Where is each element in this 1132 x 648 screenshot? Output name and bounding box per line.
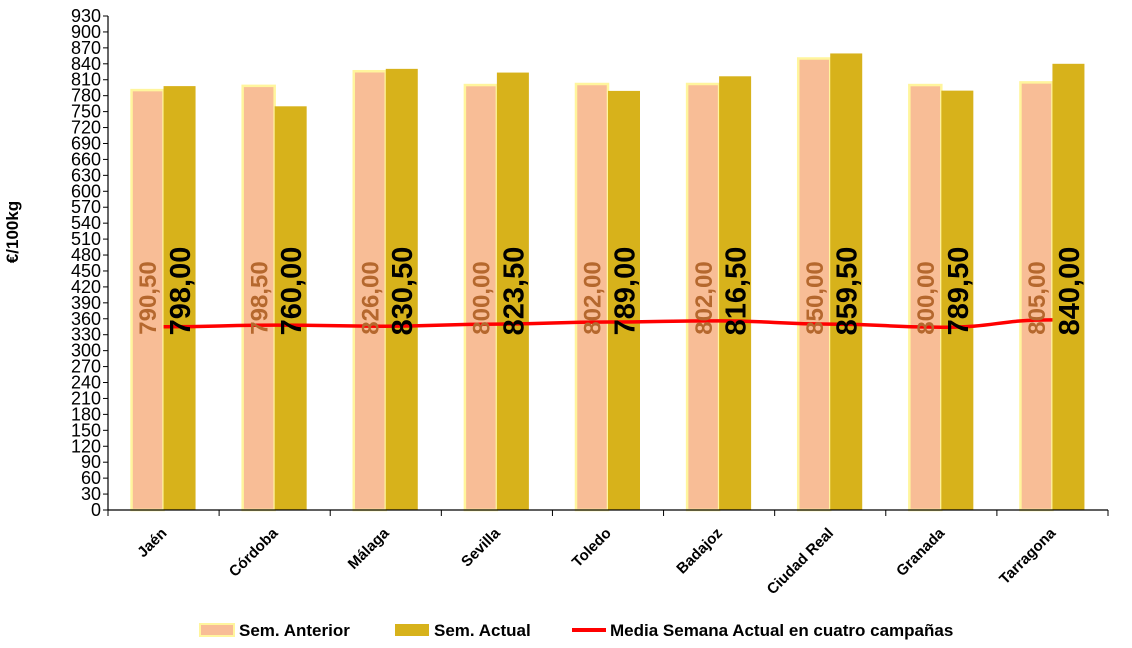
x-category-label: Jaén [134,525,170,561]
bar-sem-actual [496,72,529,510]
y-tick-label: 840 [71,54,101,74]
bar-sem-actual [608,90,640,510]
bar-value-label: 826,00 [357,261,384,334]
y-tick-label: 810 [71,70,101,90]
bar-sem-actual [163,86,196,511]
average-line-layer [163,318,1053,330]
y-tick-label: 450 [71,261,101,281]
y-tick-label: 30 [81,484,101,504]
bar-value-label: 850,00 [802,261,829,334]
y-tick-label: 60 [81,468,101,488]
legend-label-media: Media Semana Actual en cuatro campañas [610,621,953,640]
y-tick-label: 240 [71,373,101,393]
bar-value-label: 798,50 [246,261,273,334]
y-tick-label: 180 [71,404,101,424]
bar-sem-actual [719,76,752,510]
bar-sem-actual [385,68,418,510]
bar-value-label: 800,00 [469,261,496,334]
y-tick-label: 90 [81,452,101,472]
y-tick-label: 480 [71,245,101,265]
bar-value-label: 802,00 [691,261,718,334]
x-category-label: Badajoz [673,525,726,578]
bar-sem-anterior [241,84,276,512]
legend-label-sem-anterior: Sem. Anterior [239,621,350,640]
bar-value-label: 840,00 [1054,247,1086,336]
bar-value-label: 859,50 [832,247,864,336]
bar-value-label: 830,50 [387,247,419,336]
y-tick-label: 690 [71,133,101,153]
bar-sem-actual [830,53,863,510]
bar-value-label: 798,00 [165,247,197,336]
y-tick-label: 660 [71,149,101,169]
bar-value-label: 790,50 [135,261,162,334]
x-category-label: Granada [893,524,949,580]
y-tick-label: 210 [71,388,101,408]
bar-value-label: 805,00 [1024,261,1051,334]
y-tick-label: 420 [71,277,101,297]
y-tick-label: 900 [71,22,101,42]
y-tick-label: 720 [71,118,101,138]
y-tick-label: 510 [71,229,101,249]
y-axis-ticks: 0306090120150180210240270300330360390420… [71,6,108,520]
y-axis-title-group: €/100kg [3,201,22,263]
bar-value-label: 802,00 [580,261,607,334]
bar-value-label: 760,00 [276,247,308,336]
bars-layer [130,53,1085,512]
x-category-label: Toledo [569,525,615,571]
y-tick-label: 120 [71,436,101,456]
y-tick-label: 360 [71,309,101,329]
y-tick-label: 570 [71,197,101,217]
y-tick-label: 780 [71,86,101,106]
legend: Sem. Anterior Sem. Actual Media Semana Act… [199,621,953,640]
bar-value-label: 800,00 [913,261,940,334]
x-category-label: Sevilla [458,524,504,570]
bar-sem-anterior [352,69,388,512]
legend-swatch-sem-anterior [199,623,235,637]
average-line [163,318,1053,330]
y-axis-title: €/100kg [3,201,22,263]
y-tick-label: 270 [71,357,101,377]
y-tick-label: 600 [71,181,101,201]
y-tick-label: 330 [71,325,101,345]
bar-value-label: 789,00 [609,247,641,336]
bar-sem-actual [941,90,974,511]
y-tick-label: 300 [71,341,101,361]
legend-swatch-sem-actual [395,624,429,636]
bar-sem-actual [274,106,307,510]
bar-value-label: 789,50 [943,247,975,336]
bar-value-label: 823,50 [498,247,530,336]
y-tick-label: 930 [71,6,101,26]
x-category-label: Málaga [345,524,393,572]
x-axis-labels: Jaén Córdoba Málaga Sevilla Toledo Badajoz Ciu… [134,524,1060,598]
x-category-label: Ciudad Real [764,525,837,598]
bar-sem-anterior [908,83,943,512]
y-tick-label: 630 [71,165,101,185]
y-tick-label: 390 [71,293,101,313]
x-category-label: Tarragona [996,524,1060,588]
y-tick-label: 0 [91,500,101,520]
y-tick-label: 750 [71,102,101,122]
x-category-label: Córdoba [226,524,282,580]
bar-sem-actual [1052,63,1085,510]
axes-layer [107,16,1109,516]
legend-label-sem-actual: Sem. Actual [434,621,531,640]
bar-sem-anterior [463,83,499,512]
y-tick-label: 870 [71,38,101,58]
bar-sem-anterior [130,88,165,512]
y-tick-label: 540 [71,213,101,233]
bar-labels-layer: 790,50 798,50 826,00 800,00 802,00 802,00 850,… [135,247,1086,336]
bar-value-label: 816,50 [721,247,753,336]
y-tick-label: 150 [71,420,101,440]
